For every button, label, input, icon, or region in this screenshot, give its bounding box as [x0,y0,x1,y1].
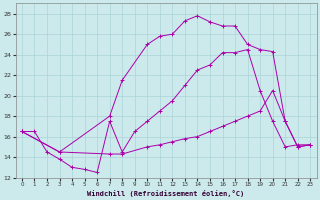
X-axis label: Windchill (Refroidissement éolien,°C): Windchill (Refroidissement éolien,°C) [87,190,245,197]
